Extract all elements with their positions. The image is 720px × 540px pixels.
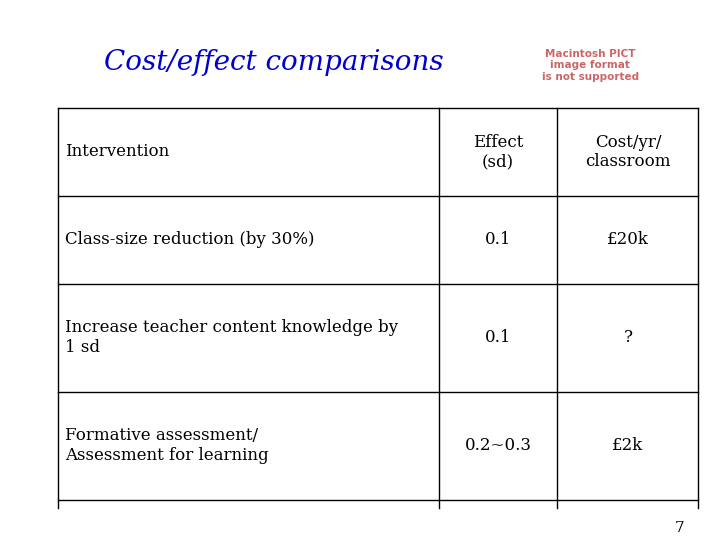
- Text: £20k: £20k: [607, 231, 649, 248]
- Text: 0.2~0.3: 0.2~0.3: [464, 437, 531, 454]
- Text: Effect
(sd): Effect (sd): [473, 134, 523, 170]
- Text: Macintosh PICT
image format
is not supported: Macintosh PICT image format is not suppo…: [542, 49, 639, 82]
- Text: 7: 7: [675, 521, 684, 535]
- Text: Cost/effect comparisons: Cost/effect comparisons: [104, 49, 444, 76]
- Text: £2k: £2k: [612, 437, 644, 454]
- Text: Class-size reduction (by 30%): Class-size reduction (by 30%): [66, 231, 315, 248]
- Text: 0.1: 0.1: [485, 329, 511, 346]
- Text: Cost/yr/
classroom: Cost/yr/ classroom: [585, 134, 670, 170]
- Text: Intervention: Intervention: [66, 144, 169, 160]
- Text: Formative assessment/
Assessment for learning: Formative assessment/ Assessment for lea…: [66, 427, 269, 464]
- Text: 0.1: 0.1: [485, 231, 511, 248]
- Text: ?: ?: [624, 329, 632, 346]
- Text: Increase teacher content knowledge by
1 sd: Increase teacher content knowledge by 1 …: [66, 320, 398, 356]
